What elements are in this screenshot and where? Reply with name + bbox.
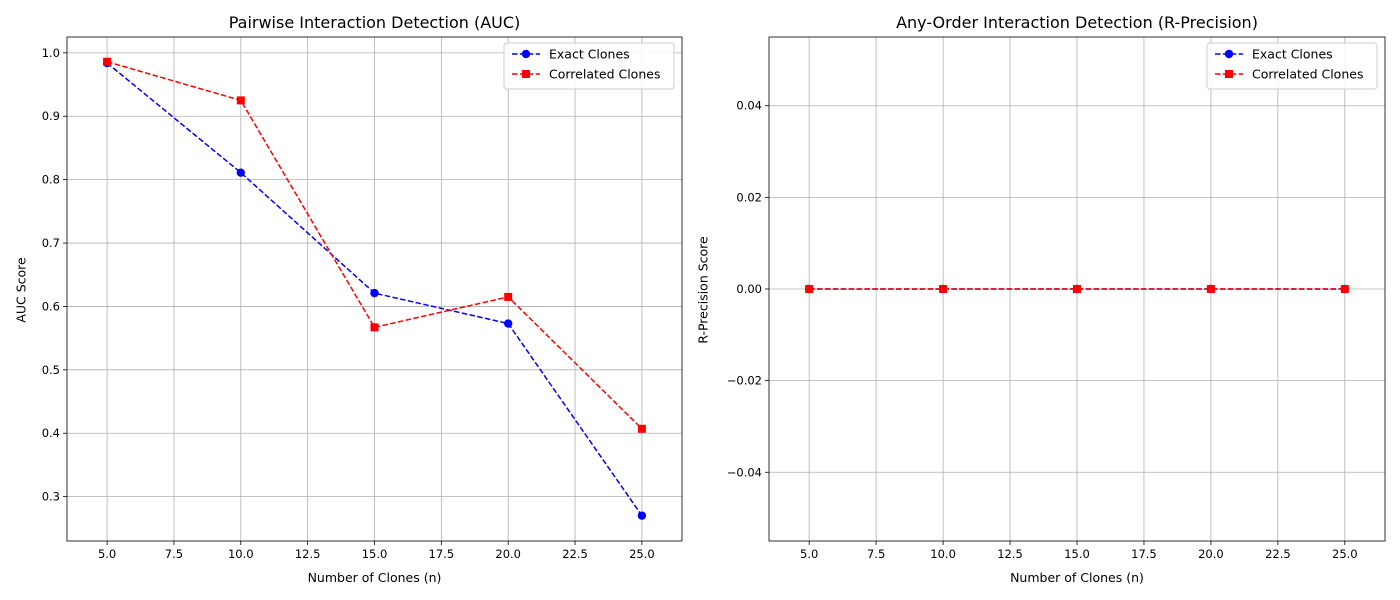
legend-marker [1224, 49, 1234, 59]
y-tick-label: 0.5 [42, 363, 60, 377]
legend: Exact Clones Correlated Clones [1206, 42, 1378, 90]
legend-entry: Exact Clones [1215, 47, 1333, 62]
y-tick-label: 0.04 [736, 99, 762, 113]
legend-entry: Exact Clones [512, 47, 630, 62]
legend-box [1206, 42, 1378, 90]
data-point [503, 319, 513, 328]
x-tick-label: 15.0 [362, 547, 388, 561]
data-point [1206, 285, 1215, 293]
x-tick-label: 20.0 [495, 547, 521, 561]
x-tick-label: 17.5 [429, 547, 455, 561]
x-tick-label: 20.0 [1198, 547, 1224, 561]
chart-title: Any-Order Interaction Detection (R-Preci… [896, 13, 1258, 32]
data-point [370, 323, 379, 332]
chart-title: Pairwise Interaction Detection (AUC) [229, 13, 521, 32]
legend: Exact Clones Correlated Clones [503, 42, 675, 90]
x-tick-label: 12.5 [997, 547, 1023, 561]
x-tick-label: 25.0 [1332, 547, 1358, 561]
legend-label: Correlated Clones [1252, 67, 1363, 82]
chart-pairwise-auc: Pairwise Interaction Detection (AUC) Num… [14, 13, 683, 585]
x-tick-label: 25.0 [629, 547, 655, 561]
y-axis-label: R-Precision Score [696, 236, 711, 344]
data-point [805, 285, 814, 293]
y-tick-label: 0.4 [42, 426, 60, 440]
data-point [1073, 285, 1081, 293]
y-tick-label: 0.3 [42, 490, 60, 504]
data-point [103, 57, 112, 66]
legend-label: Exact Clones [1252, 47, 1333, 62]
x-tick-label: 10.0 [930, 547, 956, 561]
legend-marker [1225, 70, 1233, 78]
data-point [939, 285, 948, 293]
x-axis-label: Number of Clones (n) [1010, 570, 1144, 585]
x-tick-label: 7.5 [165, 547, 183, 561]
y-tick-label: 0.7 [42, 236, 60, 250]
chart-any-order-rprecision: Any-Order Interaction Detection (R-Preci… [696, 13, 1386, 585]
plot-area-frame [66, 36, 683, 542]
legend-marker [521, 49, 531, 59]
x-tick-label: 5.0 [800, 547, 818, 561]
legend-label: Correlated Clones [549, 67, 660, 82]
data-point [236, 96, 245, 105]
x-tick-label: 22.5 [562, 547, 588, 561]
y-tick-label: 0.02 [736, 190, 762, 204]
legend-box [503, 42, 675, 90]
x-tick-label: 22.5 [1265, 547, 1291, 561]
y-tick-label: −0.02 [727, 374, 762, 388]
y-axis-label: AUC Score [14, 257, 29, 323]
x-tick-label: 12.5 [295, 547, 321, 561]
series-line [106, 60, 643, 430]
x-tick-label: 10.0 [228, 547, 254, 561]
y-tick-label: −0.04 [727, 465, 762, 479]
x-tick-label: 7.5 [867, 547, 885, 561]
legend-entry: Correlated Clones [512, 67, 660, 82]
data-point [370, 288, 379, 298]
y-tick-label: 0.9 [42, 109, 60, 123]
plot-area-frame [768, 36, 1386, 542]
series-correlated-clones [103, 57, 646, 433]
x-tick-label: 17.5 [1131, 547, 1157, 561]
x-tick-label: 5.0 [98, 547, 116, 561]
series-correlated-clones [805, 285, 1349, 293]
y-tick-label: 1.0 [42, 46, 60, 60]
data-point [504, 292, 513, 301]
x-tick-label: 15.0 [1064, 547, 1090, 561]
legend-entry: Correlated Clones [1215, 67, 1363, 82]
legend-marker [522, 70, 530, 78]
y-tick-label: 0.8 [42, 173, 60, 187]
data-point [236, 168, 246, 177]
data-point [637, 424, 646, 433]
x-axis-label: Number of Clones (n) [308, 570, 442, 585]
legend-label: Exact Clones [549, 47, 630, 62]
y-tick-label: 0.00 [736, 282, 762, 296]
data-point [637, 511, 647, 520]
data-point [1340, 285, 1349, 293]
y-tick-label: 0.6 [42, 299, 60, 313]
